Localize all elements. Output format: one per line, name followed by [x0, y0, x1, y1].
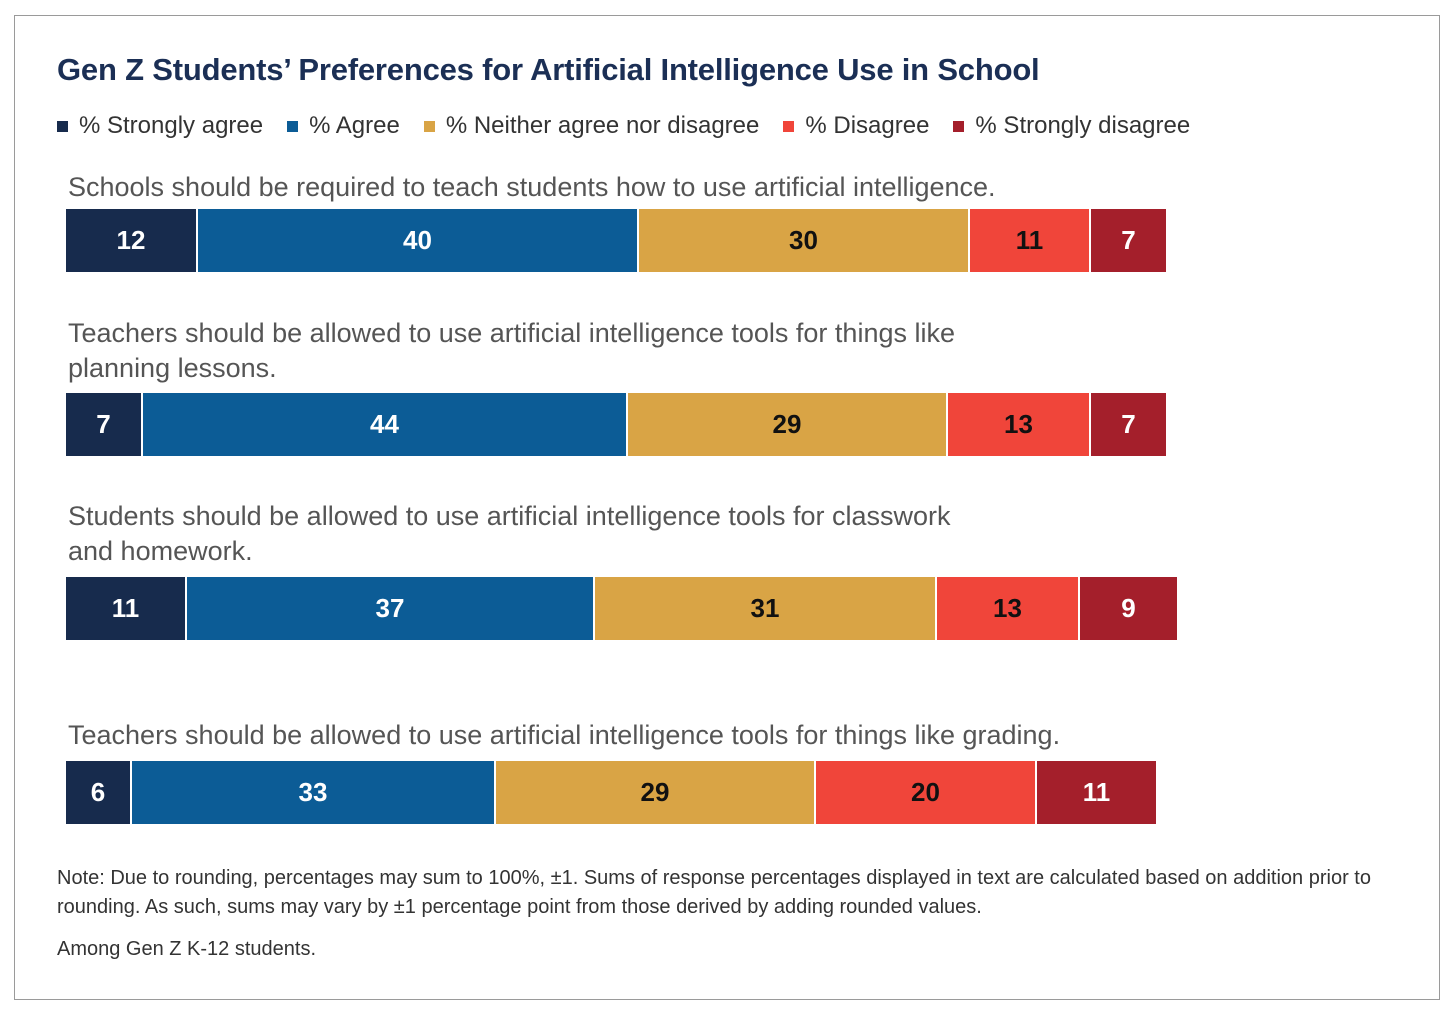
- bar-segment-strongly-disagree: 11: [1036, 761, 1157, 824]
- chart-title: Gen Z Students’ Preferences for Artifici…: [57, 52, 1040, 87]
- base-note: Among Gen Z K-12 students.: [57, 938, 317, 960]
- stacked-bar-1: 12 40 30 11 7: [65, 209, 1167, 272]
- bar-segment-strongly-agree: 11: [65, 577, 186, 640]
- legend-item-disagree: % Disagree: [783, 112, 929, 140]
- legend-item-strongly-disagree: % Strongly disagree: [953, 112, 1190, 140]
- question-label-4: Teachers should be allowed to use artifi…: [68, 718, 1060, 753]
- bar-segment-disagree: 20: [815, 761, 1036, 824]
- legend-label-neither: % Neither agree nor disagree: [445, 112, 760, 139]
- bar-segment-neither: 29: [495, 761, 815, 824]
- bar-segment-strongly-agree: 7: [65, 393, 142, 456]
- bar-segment-agree: 44: [142, 393, 627, 456]
- question-label-line: Schools should be required to teach stud…: [68, 172, 996, 202]
- stacked-bar-2: 7 44 29 13 7: [65, 393, 1167, 456]
- question-label-line: Teachers should be allowed to use artifi…: [68, 720, 1061, 750]
- legend-label-strongly-agree: % Strongly agree: [79, 112, 264, 139]
- legend: % Strongly agree % Agree % Neither agree…: [57, 109, 1214, 143]
- question-label-2: Teachers should be allowed to use artifi…: [68, 316, 955, 386]
- legend-swatch-neither: [423, 120, 435, 132]
- bar-segment-neither: 30: [638, 209, 969, 272]
- bar-segment-disagree: 11: [969, 209, 1090, 272]
- bar-segment-disagree: 13: [947, 393, 1090, 456]
- bar-segment-agree: 33: [131, 761, 495, 824]
- legend-item-strongly-agree: % Strongly agree: [57, 112, 263, 140]
- bar-segment-agree: 40: [197, 209, 638, 272]
- bar-segment-strongly-disagree: 7: [1090, 209, 1167, 272]
- legend-swatch-agree: [287, 120, 299, 132]
- question-label-line: and homework.: [68, 536, 253, 566]
- bar-segment-neither: 29: [627, 393, 947, 456]
- bar-segment-disagree: 13: [936, 577, 1079, 640]
- bar-segment-strongly-agree: 12: [65, 209, 197, 272]
- footnote: Note: Due to rounding, percentages may s…: [57, 867, 1371, 918]
- question-label-3: Students should be allowed to use artifi…: [68, 499, 950, 569]
- legend-label-agree: % Agree: [309, 112, 400, 139]
- bar-segment-agree: 37: [186, 577, 594, 640]
- question-label-line: planning lessons.: [68, 353, 277, 383]
- question-label-1: Schools should be required to teach stud…: [68, 170, 996, 205]
- bar-segment-strongly-disagree: 7: [1090, 393, 1167, 456]
- legend-item-agree: % Agree: [287, 112, 400, 140]
- legend-swatch-disagree: [783, 120, 795, 132]
- legend-label-strongly-disagree: % Strongly disagree: [975, 112, 1191, 139]
- bar-segment-neither: 31: [594, 577, 936, 640]
- chart-frame: [14, 15, 1440, 1000]
- bar-segment-strongly-agree: 6: [65, 761, 131, 824]
- legend-swatch-strongly-disagree: [953, 120, 965, 132]
- legend-label-disagree: % Disagree: [805, 112, 930, 139]
- question-label-line: Teachers should be allowed to use artifi…: [68, 318, 955, 348]
- bar-segment-strongly-disagree: 9: [1079, 577, 1178, 640]
- stacked-bar-3: 11 37 31 13 9: [65, 577, 1178, 640]
- legend-swatch-strongly-agree: [57, 120, 68, 132]
- legend-item-neither: % Neither agree nor disagree: [423, 112, 760, 140]
- stacked-bar-4: 6 33 29 20 11: [65, 761, 1157, 824]
- question-label-line: Students should be allowed to use artifi…: [68, 501, 951, 531]
